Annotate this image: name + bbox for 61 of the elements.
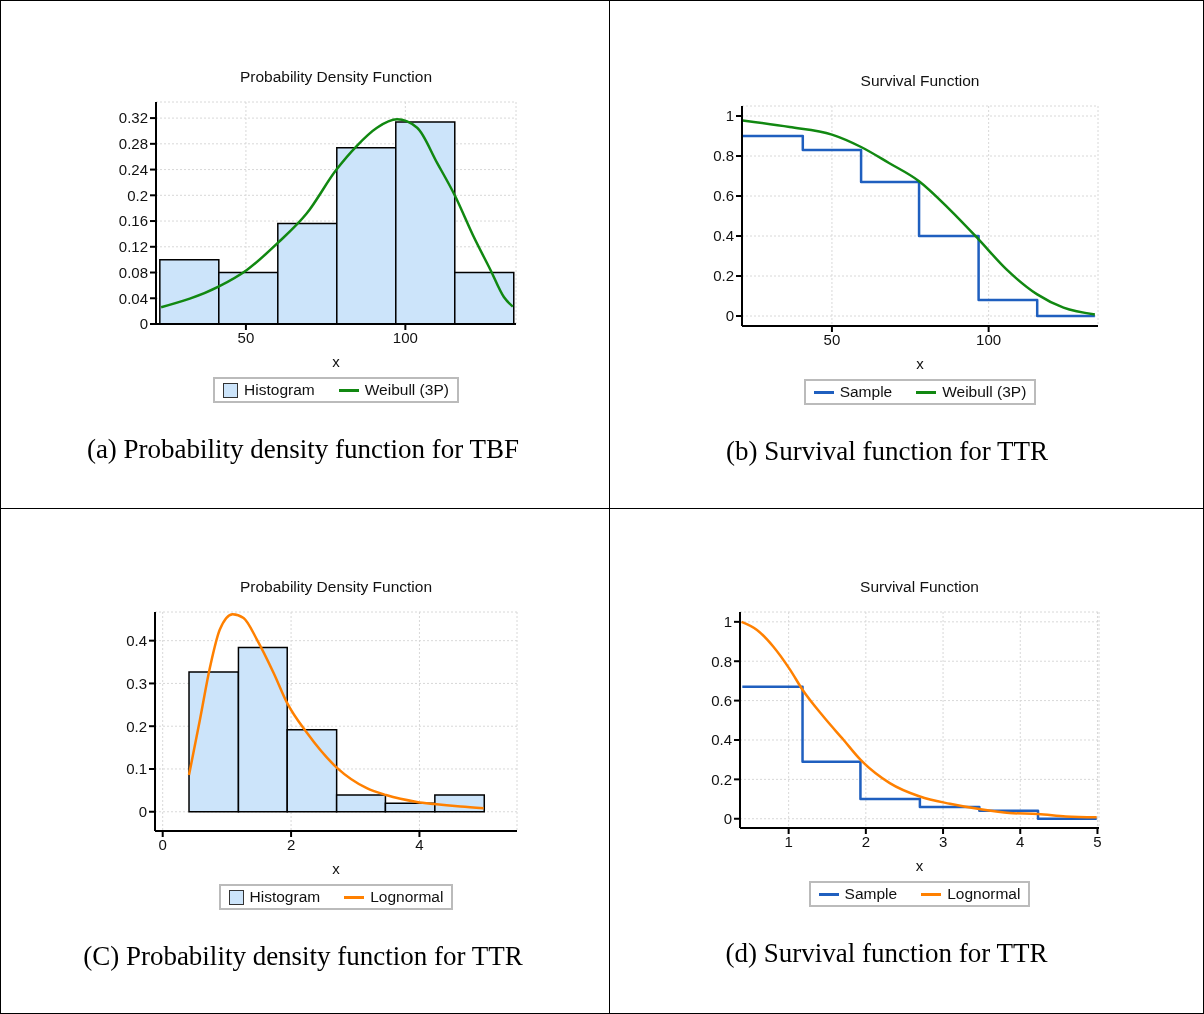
y-tick-label: 0.2: [713, 267, 734, 285]
y-tick-label: 0.6: [711, 691, 732, 709]
line-series: [159, 118, 515, 309]
chart-title: Probability Density Function: [238, 578, 434, 596]
y-tick-label: 0.2: [127, 186, 148, 204]
x-axis-title: x: [332, 353, 341, 370]
y-tick-label: 0.8: [713, 147, 734, 165]
x-axis-title: x: [332, 860, 341, 877]
y-tick-label: 0.1: [126, 760, 147, 778]
y-tick-label: 0.2: [126, 717, 147, 735]
y-tick-label: 0: [139, 315, 148, 333]
legend-label: Lognormal: [947, 885, 1021, 903]
x-tick-label: 4: [1016, 832, 1025, 850]
x-tick-label: 100: [976, 330, 1002, 348]
chart-title: Probability Density Function: [238, 68, 434, 86]
chart-title: Survival Function: [859, 578, 980, 596]
y-tick-label: 0: [725, 307, 734, 325]
x-tick-label: 50: [823, 330, 841, 348]
line-series: [187, 612, 485, 810]
x-tick-label: 100: [392, 328, 418, 346]
y-tick-label: 0.4: [711, 731, 732, 749]
y-tick-label: 0.04: [118, 289, 148, 307]
y-tick-label: 0: [723, 810, 732, 828]
x-tick-label: 3: [938, 832, 948, 850]
x-tick-label: 4: [415, 835, 424, 853]
y-tick-label: 0.6: [713, 187, 734, 205]
y-tick-label: 0.28: [118, 135, 148, 153]
x-tick-label: 5: [1093, 832, 1102, 850]
y-tick-label: 0.24: [118, 160, 148, 178]
x-tick-label: 2: [861, 832, 871, 850]
y-tick-label: 1: [723, 613, 732, 631]
x-axis-title: x: [915, 857, 924, 874]
text: (b) Survival function for TTR: [725, 436, 1049, 467]
legend-label: Histogram: [249, 888, 321, 906]
y-tick-label: 0.32: [118, 109, 148, 127]
x-tick-label: 50: [237, 328, 255, 346]
legend-label: Histogram: [244, 381, 315, 399]
x-tick-label: 2: [286, 835, 296, 853]
y-tick-label: 0.8: [711, 652, 732, 670]
y-tick-label: 0.12: [118, 238, 148, 256]
chart-title: Survival Function: [859, 72, 981, 90]
text: (d) Survival function for TTR: [724, 938, 1049, 969]
y-tick-label: 0.2: [711, 770, 732, 788]
legend-label: Sample: [844, 885, 898, 903]
text: (a) Probability density function for TBF: [85, 434, 521, 465]
y-tick-label: 0.4: [126, 631, 147, 649]
y-tick-label: 1: [725, 107, 734, 125]
legend-label: Sample: [839, 383, 893, 401]
legend-label: Weibull (3P): [364, 381, 449, 399]
y-tick-label: 0.4: [713, 227, 734, 245]
y-tick-label: 0.16: [118, 212, 148, 230]
x-tick-label: 1: [784, 832, 793, 850]
y-tick-label: 0: [138, 803, 147, 821]
text: (C) Probability density function for TTR: [82, 941, 524, 972]
y-tick-label: 0.3: [126, 674, 147, 692]
legend-label: Weibull (3P): [942, 383, 1027, 401]
x-axis-title: x: [916, 355, 925, 372]
x-tick-label: 0: [158, 835, 167, 853]
legend-label: Lognormal: [370, 888, 444, 906]
y-tick-label: 0.08: [118, 263, 148, 281]
line-series: [740, 620, 1098, 819]
